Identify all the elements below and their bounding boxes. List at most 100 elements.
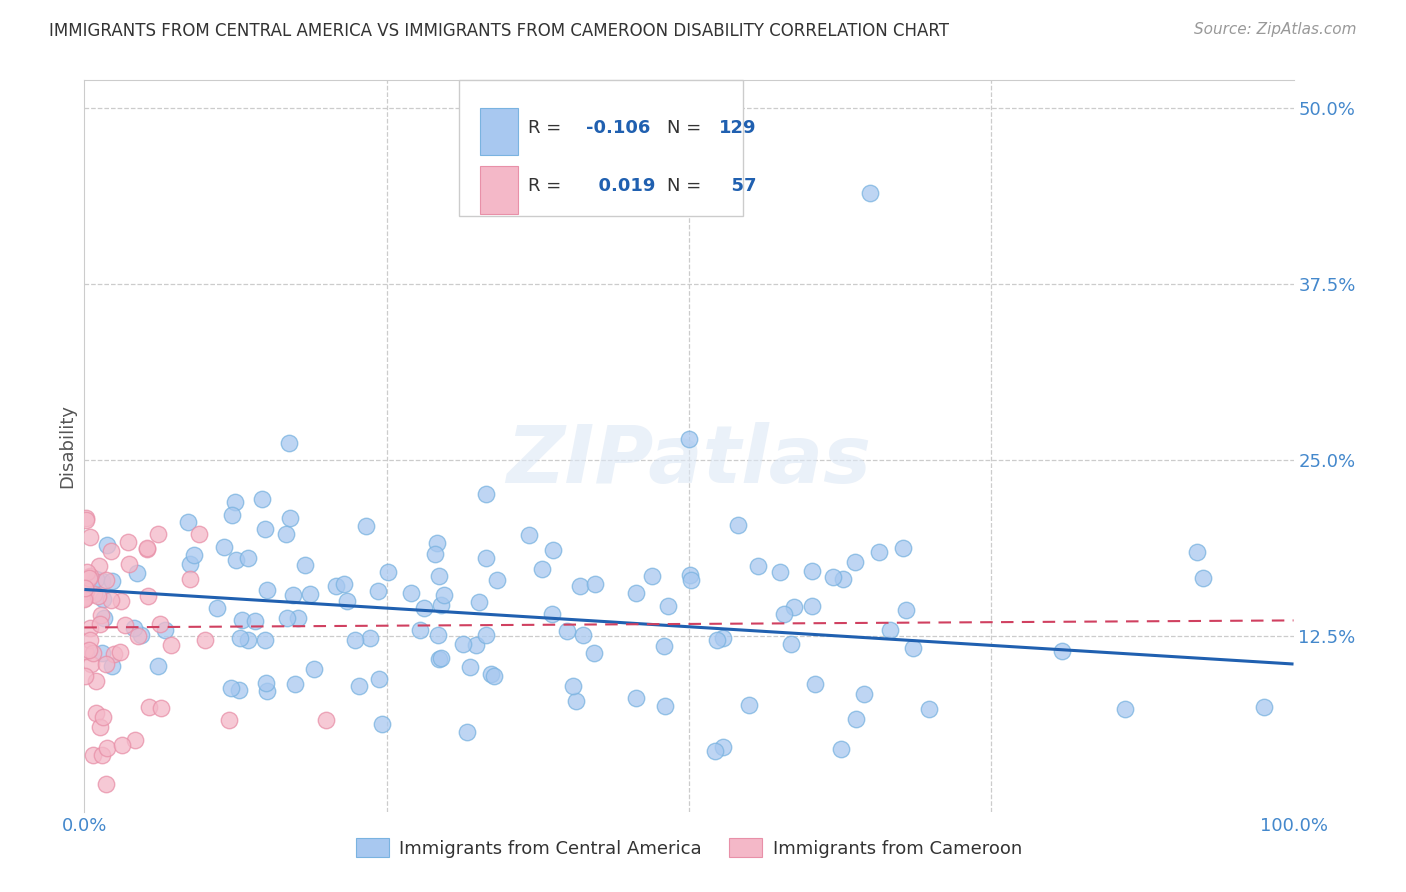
Point bbox=[276, 611, 298, 625]
Point bbox=[367, 583, 389, 598]
Point bbox=[83, 587, 105, 601]
Point bbox=[801, 599, 824, 614]
Point bbox=[368, 672, 391, 686]
Point bbox=[75, 591, 97, 605]
Point bbox=[783, 599, 806, 614]
Point bbox=[654, 639, 676, 653]
Point bbox=[91, 748, 114, 763]
Point bbox=[852, 687, 875, 701]
Point bbox=[727, 518, 749, 533]
Point bbox=[486, 574, 509, 588]
Point bbox=[254, 632, 277, 647]
Point bbox=[679, 568, 702, 582]
Point bbox=[219, 681, 242, 695]
Point bbox=[1192, 571, 1215, 585]
Point bbox=[218, 714, 240, 728]
Point bbox=[183, 548, 205, 562]
Point bbox=[136, 541, 159, 555]
Point bbox=[893, 541, 915, 556]
Point bbox=[82, 646, 104, 660]
Point bbox=[89, 720, 111, 734]
Point bbox=[901, 641, 924, 656]
Point bbox=[122, 621, 145, 635]
Point bbox=[562, 679, 585, 693]
Point bbox=[87, 558, 110, 573]
Point bbox=[79, 530, 101, 544]
Point bbox=[711, 631, 734, 645]
Point bbox=[76, 565, 98, 579]
Point bbox=[96, 776, 118, 790]
Point bbox=[90, 574, 112, 588]
Point bbox=[89, 617, 111, 632]
Point bbox=[229, 631, 252, 645]
Point bbox=[111, 738, 134, 752]
Point bbox=[90, 607, 112, 622]
Point bbox=[769, 566, 792, 580]
Point bbox=[91, 710, 114, 724]
Point bbox=[94, 573, 117, 587]
Text: N =: N = bbox=[668, 119, 707, 136]
Point bbox=[294, 558, 316, 572]
Point bbox=[79, 621, 101, 635]
Text: 57: 57 bbox=[720, 178, 756, 195]
Point bbox=[75, 581, 97, 595]
Point bbox=[82, 748, 104, 763]
Point bbox=[377, 565, 399, 579]
Point bbox=[75, 513, 97, 527]
Text: IMMIGRANTS FROM CENTRAL AMERICA VS IMMIGRANTS FROM CAMEROON DISABILITY CORRELATI: IMMIGRANTS FROM CENTRAL AMERICA VS IMMIG… bbox=[49, 22, 949, 40]
Point bbox=[1050, 644, 1073, 658]
Y-axis label: Disability: Disability bbox=[58, 404, 76, 488]
Bar bbox=[479, 108, 519, 155]
Point bbox=[713, 740, 735, 755]
Point bbox=[468, 595, 491, 609]
Point bbox=[124, 733, 146, 747]
Point bbox=[148, 526, 170, 541]
Point bbox=[77, 571, 100, 585]
Point bbox=[333, 577, 356, 591]
Legend: Immigrants from Central America, Immigrants from Cameroon: Immigrants from Central America, Immigra… bbox=[349, 831, 1029, 865]
Point bbox=[315, 714, 337, 728]
Point bbox=[582, 646, 605, 660]
Point bbox=[565, 694, 588, 708]
Point bbox=[678, 432, 700, 446]
Point bbox=[823, 569, 845, 583]
Point bbox=[96, 657, 118, 671]
Text: R =: R = bbox=[529, 178, 567, 195]
Point bbox=[159, 638, 181, 652]
Point bbox=[429, 599, 451, 613]
Point bbox=[73, 590, 96, 604]
Point bbox=[108, 645, 131, 659]
Point bbox=[114, 618, 136, 632]
Point bbox=[103, 647, 125, 661]
Point bbox=[146, 658, 169, 673]
Point bbox=[80, 657, 103, 672]
Point bbox=[465, 638, 488, 652]
Point bbox=[344, 633, 367, 648]
Point bbox=[214, 541, 236, 555]
Point bbox=[149, 617, 172, 632]
Point bbox=[179, 558, 201, 572]
Point bbox=[149, 701, 172, 715]
Point bbox=[221, 508, 243, 523]
Point bbox=[135, 542, 157, 557]
Point bbox=[779, 637, 801, 651]
Point bbox=[100, 574, 122, 588]
Point bbox=[427, 651, 450, 665]
Point bbox=[188, 527, 211, 541]
Point bbox=[274, 527, 297, 541]
Point bbox=[224, 495, 246, 509]
Point bbox=[194, 632, 217, 647]
Point bbox=[399, 586, 422, 600]
Point bbox=[73, 592, 96, 607]
Point bbox=[284, 676, 307, 690]
Point bbox=[1114, 702, 1136, 716]
Point bbox=[879, 623, 901, 637]
Point bbox=[427, 568, 450, 582]
Point bbox=[236, 550, 259, 565]
Point bbox=[79, 569, 101, 583]
Point bbox=[129, 628, 152, 642]
Bar bbox=[479, 166, 519, 214]
Point bbox=[541, 543, 564, 558]
Point bbox=[530, 562, 553, 576]
Point bbox=[278, 436, 301, 450]
